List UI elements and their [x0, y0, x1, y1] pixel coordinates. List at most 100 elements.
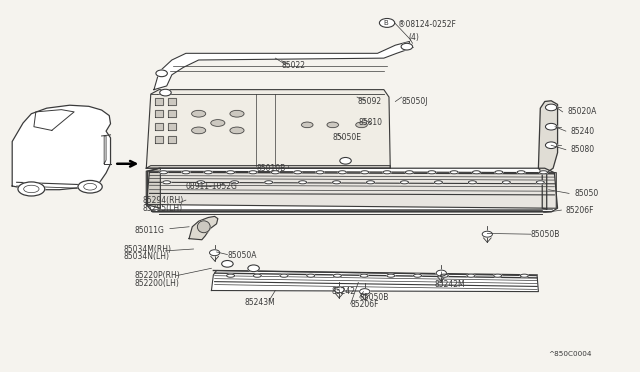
Ellipse shape: [361, 171, 369, 174]
Text: 852200(LH): 852200(LH): [135, 279, 180, 288]
Circle shape: [221, 260, 233, 267]
Circle shape: [482, 231, 492, 237]
Ellipse shape: [428, 171, 436, 174]
Ellipse shape: [253, 274, 261, 277]
Polygon shape: [12, 105, 111, 190]
Polygon shape: [148, 171, 556, 208]
Ellipse shape: [227, 171, 235, 174]
Circle shape: [209, 250, 220, 256]
Text: 85242: 85242: [332, 287, 355, 296]
Polygon shape: [147, 166, 390, 168]
Ellipse shape: [450, 171, 458, 174]
Polygon shape: [168, 123, 175, 131]
Ellipse shape: [467, 274, 475, 277]
Circle shape: [360, 289, 370, 295]
Ellipse shape: [440, 274, 448, 277]
Ellipse shape: [264, 181, 273, 184]
Polygon shape: [147, 168, 557, 212]
Ellipse shape: [280, 274, 288, 277]
Polygon shape: [147, 168, 161, 208]
Text: 85050A: 85050A: [227, 251, 257, 260]
Polygon shape: [168, 110, 175, 118]
Polygon shape: [156, 136, 163, 143]
Ellipse shape: [502, 181, 510, 184]
Ellipse shape: [536, 181, 545, 184]
Ellipse shape: [435, 181, 442, 184]
Ellipse shape: [301, 122, 313, 128]
Circle shape: [545, 124, 557, 130]
Ellipse shape: [316, 171, 324, 174]
Text: 08911-1052G: 08911-1052G: [186, 182, 238, 190]
Ellipse shape: [182, 171, 190, 174]
Ellipse shape: [271, 171, 279, 174]
Polygon shape: [189, 217, 218, 240]
Polygon shape: [147, 90, 390, 168]
Text: 85243M: 85243M: [244, 298, 275, 307]
Polygon shape: [168, 136, 175, 143]
Ellipse shape: [249, 171, 257, 174]
Polygon shape: [156, 123, 163, 131]
Text: 85050B: 85050B: [360, 294, 389, 302]
Text: ®08124-0252F: ®08124-0252F: [398, 20, 456, 29]
Polygon shape: [168, 98, 175, 105]
Polygon shape: [154, 41, 410, 90]
Ellipse shape: [495, 171, 503, 174]
Text: 85242M: 85242M: [435, 280, 465, 289]
Ellipse shape: [383, 171, 391, 174]
Circle shape: [160, 89, 172, 96]
Ellipse shape: [493, 274, 502, 277]
Ellipse shape: [227, 274, 235, 277]
Ellipse shape: [327, 122, 339, 128]
Text: 85050B: 85050B: [531, 230, 560, 240]
Text: 85034N(LH): 85034N(LH): [124, 252, 170, 261]
Ellipse shape: [360, 274, 368, 277]
Ellipse shape: [191, 110, 205, 117]
Text: 85810: 85810: [358, 119, 382, 128]
Ellipse shape: [333, 181, 340, 184]
Ellipse shape: [356, 122, 367, 128]
Polygon shape: [211, 270, 538, 292]
Text: 85295(LH): 85295(LH): [143, 204, 182, 213]
Ellipse shape: [159, 171, 168, 174]
Text: ^850C0004: ^850C0004: [548, 350, 592, 356]
Ellipse shape: [230, 110, 244, 117]
Ellipse shape: [230, 181, 239, 184]
Ellipse shape: [18, 182, 45, 196]
Ellipse shape: [401, 181, 408, 184]
Ellipse shape: [299, 181, 307, 184]
Ellipse shape: [517, 171, 525, 174]
Ellipse shape: [333, 274, 341, 277]
Circle shape: [248, 265, 259, 272]
Ellipse shape: [520, 274, 529, 277]
Text: 85206F: 85206F: [566, 206, 595, 215]
Ellipse shape: [211, 120, 225, 126]
Text: 85022: 85022: [282, 61, 306, 70]
Text: 85010B: 85010B: [256, 164, 285, 173]
Text: 85206F: 85206F: [351, 300, 379, 309]
Ellipse shape: [472, 171, 481, 174]
Polygon shape: [538, 101, 557, 209]
Ellipse shape: [339, 171, 346, 174]
Circle shape: [340, 157, 351, 164]
Circle shape: [545, 104, 557, 111]
Ellipse shape: [196, 181, 205, 184]
Circle shape: [334, 287, 344, 293]
Ellipse shape: [413, 274, 422, 277]
Text: 85050E: 85050E: [333, 133, 362, 142]
Ellipse shape: [540, 171, 548, 174]
Text: 85220P(RH): 85220P(RH): [135, 271, 180, 280]
Text: 85034M(RH): 85034M(RH): [124, 244, 172, 253]
Circle shape: [436, 270, 447, 276]
Text: 85050J: 85050J: [402, 97, 428, 106]
Ellipse shape: [163, 181, 171, 184]
Text: 85080: 85080: [571, 145, 595, 154]
Text: 85050: 85050: [574, 189, 598, 198]
Text: 85294(RH): 85294(RH): [143, 196, 184, 205]
Circle shape: [545, 142, 557, 148]
Ellipse shape: [294, 171, 301, 174]
Text: (4): (4): [408, 33, 419, 42]
Text: 85240: 85240: [571, 126, 595, 136]
Ellipse shape: [387, 274, 395, 277]
Ellipse shape: [405, 171, 413, 174]
Ellipse shape: [78, 180, 102, 193]
